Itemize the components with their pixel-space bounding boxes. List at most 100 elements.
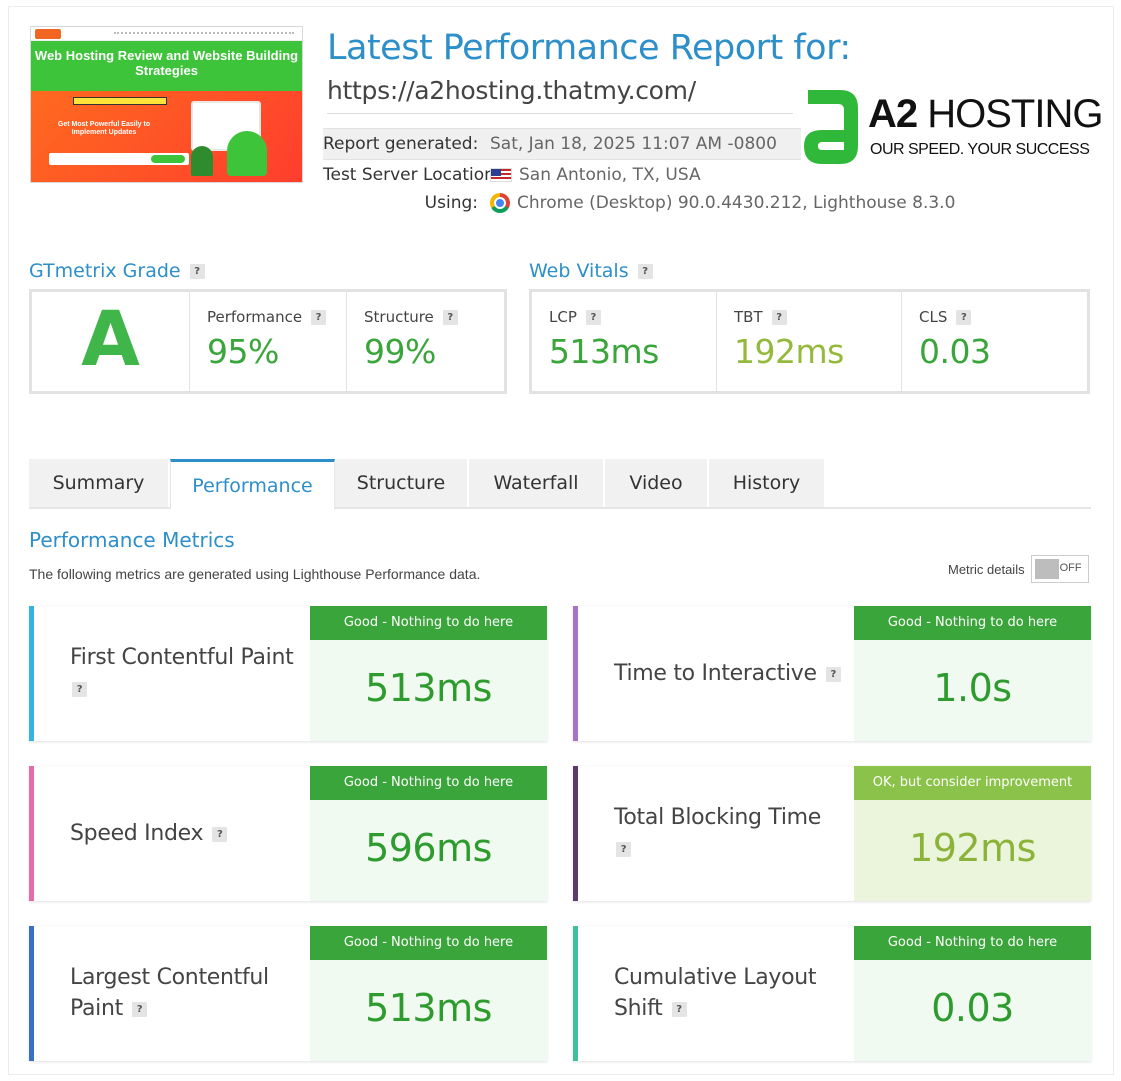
metric-value: 513ms (365, 666, 492, 710)
help-icon[interactable]: ? (956, 309, 972, 325)
tbt-value: 192ms (734, 332, 844, 371)
metric-value: 596ms (365, 826, 492, 870)
grade-letter: A (81, 294, 140, 383)
help-icon[interactable]: ? (131, 1002, 147, 1017)
thumbnail-logo (35, 29, 61, 39)
help-icon[interactable]: ? (212, 827, 228, 842)
structure-cell: Structure? 99% (347, 292, 504, 391)
metric-score: Good - Nothing to do here 0.03 (854, 926, 1091, 1061)
toggle-knob (1034, 559, 1059, 579)
metric-name: Time to Interactive (614, 661, 817, 686)
thumbnail-nav (114, 32, 294, 35)
help-icon[interactable]: ? (825, 667, 841, 682)
help-icon[interactable]: ? (72, 682, 87, 697)
tab-history[interactable]: History (709, 459, 825, 507)
metric-score: Good - Nothing to do here 1.0s (854, 606, 1091, 741)
report-tabs: Summary Performance Structure Waterfall … (29, 459, 1091, 509)
metric-name: Speed Index (70, 821, 204, 846)
performance-value: 95% (207, 332, 279, 371)
using-value: Chrome (Desktop) 90.0.4430.212, Lighthou… (517, 193, 956, 213)
help-icon[interactable]: ? (637, 263, 653, 279)
metric-card-fcp: First Contentful Paint? Good - Nothing t… (29, 606, 547, 741)
metric-score: Good - Nothing to do here 596ms (310, 766, 547, 901)
metric-card-tti: Time to Interactive? Good - Nothing to d… (573, 606, 1091, 741)
structure-label: Structure (364, 308, 434, 326)
tab-waterfall[interactable]: Waterfall (469, 459, 604, 507)
structure-value: 99% (364, 332, 436, 371)
metric-score: Good - Nothing to do here 513ms (310, 606, 547, 741)
metric-score: OK, but consider improvement 192ms (854, 766, 1091, 901)
using-label: Using: (424, 193, 478, 213)
cls-cell: CLS? 0.03 (902, 292, 1087, 391)
gtmetrix-grade-title: GTmetrix Grade? (29, 260, 205, 282)
metric-value: 192ms (909, 826, 1036, 870)
us-flag-icon (490, 168, 512, 182)
a2-mark-icon (804, 90, 858, 164)
metric-details-toggle[interactable]: OFF (1030, 555, 1089, 583)
help-icon[interactable]: ? (771, 309, 787, 325)
metric-name: First Contentful Paint (70, 645, 294, 670)
metric-details-control: Metric details OFF (948, 555, 1089, 583)
metric-badge: Good - Nothing to do here (310, 926, 547, 960)
metric-details-label: Metric details (948, 561, 1025, 577)
help-icon[interactable]: ? (311, 309, 327, 325)
cls-value: 0.03 (919, 332, 991, 371)
web-vitals-box: LCP? 513ms TBT? 192ms CLS? 0.03 (529, 289, 1090, 394)
a2-hosting-logo: A2 HOSTING OUR SPEED. YOUR SUCCESS (800, 84, 1110, 184)
report-generated-row: Report generated: Sat, Jan 18, 2025 11:0… (323, 128, 801, 160)
toggle-state: OFF (1059, 562, 1082, 574)
help-icon[interactable]: ? (585, 309, 601, 325)
help-icon[interactable]: ? (671, 1002, 687, 1017)
thumbnail-button (151, 155, 185, 163)
test-location-label: Test Server Location: (323, 165, 501, 185)
metric-badge: Good - Nothing to do here (310, 606, 547, 640)
metric-score: Good - Nothing to do here 513ms (310, 926, 547, 1061)
web-vitals-title: Web Vitals? (529, 260, 653, 282)
grade-cell: A (32, 292, 190, 391)
help-icon[interactable]: ? (442, 309, 458, 325)
report-title: Latest Performance Report for: (327, 28, 851, 68)
report-generated-value: Sat, Jan 18, 2025 11:07 AM -0800 (490, 134, 777, 154)
test-location-row: Test Server Location: San Antonio, TX, U… (323, 161, 701, 189)
thumbnail-header (31, 27, 302, 41)
thumbnail-plant (191, 146, 213, 176)
a2-hosting-name: A2 HOSTING (868, 92, 1103, 136)
tab-structure[interactable]: Structure (335, 459, 468, 507)
thumbnail-person (227, 131, 267, 176)
metric-value: 0.03 (931, 986, 1014, 1030)
metric-badge: Good - Nothing to do here (854, 926, 1091, 960)
tbt-cell: TBT? 192ms (717, 292, 902, 391)
metric-badge: Good - Nothing to do here (310, 766, 547, 800)
lcp-value: 513ms (549, 332, 659, 371)
metric-name: Total Blocking Time (614, 805, 822, 830)
lcp-cell: LCP? 513ms (532, 292, 717, 391)
tbt-label: TBT (734, 308, 763, 326)
url-divider (327, 113, 793, 114)
test-location-value: San Antonio, TX, USA (519, 165, 701, 185)
tab-video[interactable]: Video (605, 459, 708, 507)
metric-badge: Good - Nothing to do here (854, 606, 1091, 640)
tab-performance[interactable]: Performance (170, 459, 335, 509)
thumbnail-hero: Get Most Powerful Easily to Implement Up… (31, 91, 302, 182)
metric-card-tbt: Total Blocking Time? OK, but consider im… (573, 766, 1091, 901)
metric-badge: OK, but consider improvement (854, 766, 1091, 800)
metric-name: Cumulative Layout Shift (614, 965, 817, 1021)
cls-label: CLS (919, 308, 948, 326)
help-icon[interactable]: ? (616, 842, 631, 857)
metric-card-speed-index: Speed Index? Good - Nothing to do here 5… (29, 766, 547, 901)
report-url[interactable]: https://a2hosting.thatmy.com/ (327, 76, 696, 105)
metric-card-lcp: Largest Contentful Paint? Good - Nothing… (29, 926, 547, 1061)
help-icon[interactable]: ? (189, 263, 205, 279)
performance-label: Performance (207, 308, 303, 326)
gtmetrix-grade-box: A Performance? 95% Structure? 99% (29, 289, 507, 394)
a2-hosting-tagline: OUR SPEED. YOUR SUCCESS (870, 141, 1090, 158)
performance-metrics-description: The following metrics are generated usin… (29, 566, 481, 582)
thumbnail-headline: Web Hosting Review and Website Building … (31, 41, 302, 91)
chrome-icon (490, 193, 510, 213)
thumbnail-tag (73, 97, 167, 105)
performance-metrics-title: Performance Metrics (29, 528, 235, 552)
thumbnail-subtext: Get Most Powerful Easily to Implement Up… (57, 121, 151, 136)
tab-summary[interactable]: Summary (29, 459, 169, 507)
metric-name: Largest Contentful Paint (70, 965, 269, 1021)
site-thumbnail[interactable]: Web Hosting Review and Website Building … (30, 26, 303, 183)
